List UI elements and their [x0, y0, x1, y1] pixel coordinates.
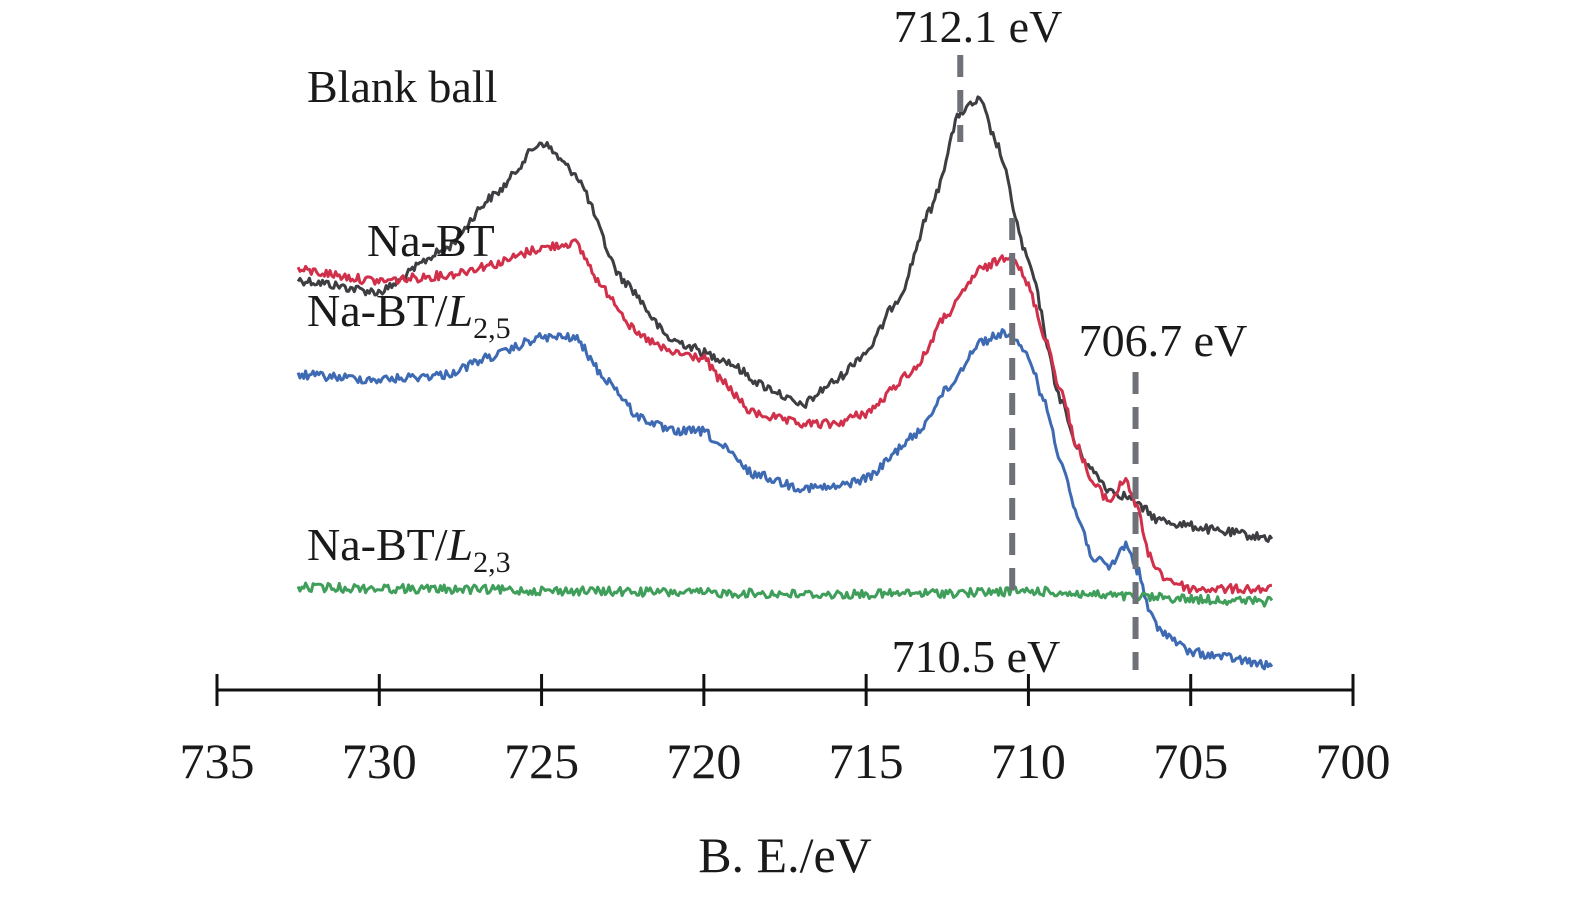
reference-lines: [957, 55, 1139, 670]
x-tick-label: 700: [1316, 733, 1391, 789]
series-labels: Blank ball Na-BT Na-BT/L2,5 Na-BT/L2,3: [307, 61, 511, 579]
peak-annotations: 712.1 eV 710.5 eV 706.7 eV: [892, 1, 1248, 682]
x-tick-label: 735: [180, 733, 255, 789]
peak-annotation: 712.1 eV: [894, 1, 1063, 52]
series-lines: [296, 95, 1274, 671]
x-axis-ticks: 735 730 725 720 715 710 705 700: [180, 674, 1391, 789]
series-line-2: [296, 328, 1274, 671]
x-tick-label: 715: [829, 733, 904, 789]
series-label: Blank ball: [307, 61, 497, 112]
x-tick-label: 725: [504, 733, 579, 789]
series-line-3: [296, 581, 1274, 608]
series-label: Na-BT: [367, 215, 495, 266]
x-tick-label: 705: [1153, 733, 1228, 789]
series-label: Na-BT/L2,3: [307, 519, 511, 579]
x-axis-title: B. E./eV: [698, 827, 872, 883]
series-line-1: [296, 238, 1273, 595]
series-label: Na-BT/L2,5: [307, 285, 511, 345]
series-line-0: [296, 95, 1274, 543]
x-tick-label: 710: [991, 733, 1066, 789]
peak-annotation: 710.5 eV: [892, 631, 1061, 682]
x-tick-label: 730: [342, 733, 417, 789]
peak-annotation: 706.7 eV: [1079, 315, 1248, 366]
x-tick-label: 720: [666, 733, 741, 789]
